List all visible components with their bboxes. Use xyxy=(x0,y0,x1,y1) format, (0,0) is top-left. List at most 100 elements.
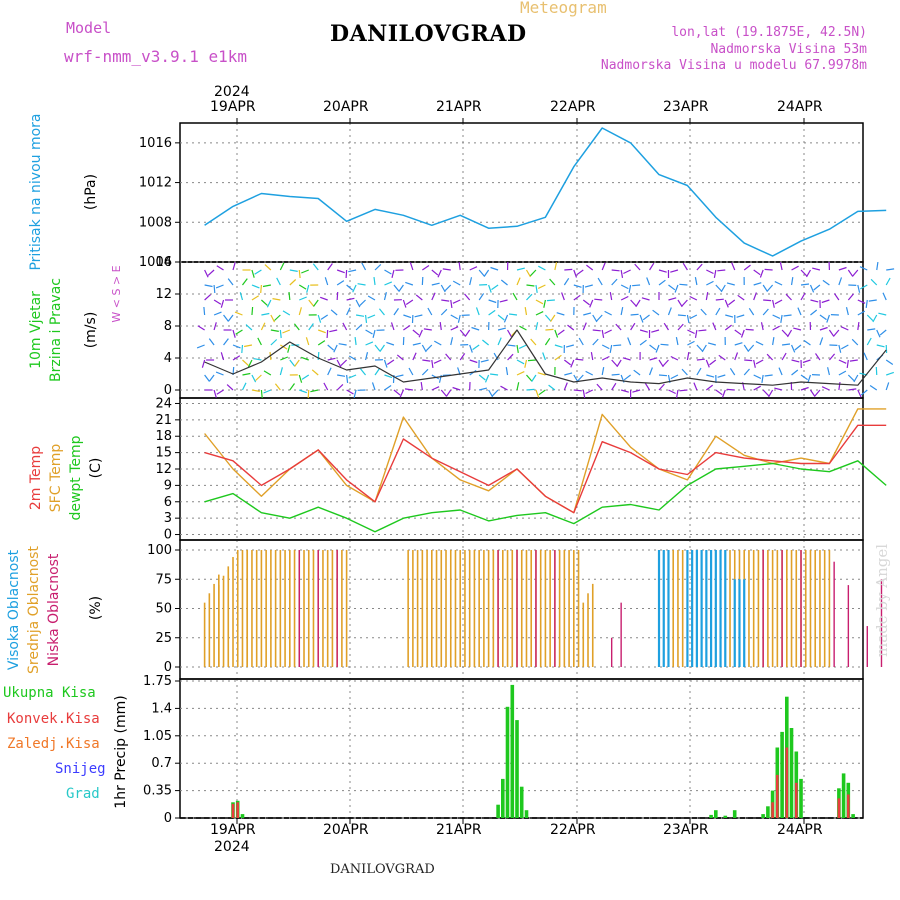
wind-arrow xyxy=(384,374,393,379)
wind-arrow xyxy=(208,338,215,346)
wind-arrow xyxy=(567,324,575,331)
y-tick-label: 9 xyxy=(164,478,172,493)
wind-arrow xyxy=(845,307,849,316)
wind-arrow xyxy=(611,359,618,367)
wind-arrow xyxy=(707,342,716,346)
wind-arrow xyxy=(516,267,525,271)
wind-arrow xyxy=(507,353,514,361)
wind-arrow xyxy=(658,374,668,377)
wind-arrow xyxy=(524,307,528,316)
wind-arrow xyxy=(652,309,660,316)
wind-arrow xyxy=(696,344,703,352)
wind-arrow xyxy=(781,352,787,361)
wind-arrow xyxy=(762,389,770,397)
wind-arrow xyxy=(706,280,714,286)
wind-arrow xyxy=(386,341,395,346)
wind-arrow xyxy=(439,322,442,331)
wind-arrow xyxy=(336,280,345,286)
wind-arrow xyxy=(790,277,794,286)
wind-arrow xyxy=(592,338,599,346)
wind-arrow xyxy=(490,266,499,271)
wind-arrow xyxy=(687,340,695,346)
wind-arrow xyxy=(488,299,497,304)
wind-arrow xyxy=(272,298,281,301)
wind-arrow xyxy=(744,359,753,362)
wind-arrow xyxy=(516,344,519,353)
wind-arrow xyxy=(374,344,381,352)
wind-arrow xyxy=(570,359,575,368)
wind-arrow xyxy=(782,343,791,346)
wind-arrow xyxy=(876,329,881,338)
wind-arrow xyxy=(822,279,830,286)
wind-arrow xyxy=(700,308,707,316)
wind-arrow xyxy=(530,338,537,346)
wind-arrow xyxy=(583,312,592,316)
wind-arrow xyxy=(253,358,262,361)
temp-axis-title: SFC Temp xyxy=(48,444,64,513)
wind-arrow xyxy=(615,323,622,331)
wind-arrow xyxy=(405,299,414,305)
wind-arrow xyxy=(724,299,729,308)
wind-arrow xyxy=(734,352,739,361)
wind-arrow xyxy=(403,314,412,319)
wind-arrow xyxy=(783,314,792,317)
wind-arrow xyxy=(655,344,660,353)
wind-arrow xyxy=(819,337,824,346)
wind-arrow xyxy=(604,310,612,316)
wind-arrow xyxy=(674,284,679,293)
wind-arrow xyxy=(527,359,536,362)
wind-arrow xyxy=(846,359,849,368)
wind-arrow xyxy=(620,284,629,290)
wind-arrow xyxy=(696,263,703,271)
bottom-date-label: 19APR xyxy=(210,822,256,838)
wind-arrow xyxy=(706,269,714,275)
wind-arrow xyxy=(545,328,554,331)
wind-arrow xyxy=(471,326,480,331)
wind-arrow xyxy=(670,355,679,361)
wind-arrow xyxy=(251,295,260,301)
wind-arrow xyxy=(497,337,502,346)
y-tick-label: 25 xyxy=(155,631,172,646)
wind-arrow xyxy=(549,314,556,323)
pressure-line xyxy=(204,127,887,257)
wind-arrow xyxy=(208,374,215,382)
wind-arrow xyxy=(840,326,849,331)
temp-2m-line xyxy=(204,424,887,514)
wind-arrow xyxy=(346,307,351,316)
wind-arrow xyxy=(475,307,480,316)
wind-arrow xyxy=(457,314,461,323)
wind-arrow xyxy=(866,337,872,346)
wind-arrow xyxy=(872,314,878,323)
wind-arrow xyxy=(289,359,296,367)
wind-arrow xyxy=(204,374,210,382)
wind-arrow xyxy=(418,329,423,338)
wind-arrow xyxy=(686,351,690,361)
wind-arrow xyxy=(415,294,423,301)
wind-arrow xyxy=(232,262,236,271)
dewpoint-line xyxy=(204,460,887,533)
wind-arrow xyxy=(274,383,281,391)
total-rain-bar xyxy=(709,814,713,818)
wind-arrow xyxy=(847,269,854,277)
wind-arrow xyxy=(564,372,573,376)
wind-arrow xyxy=(251,306,254,316)
wind-arrow xyxy=(810,309,818,316)
wind-arrow xyxy=(213,322,217,331)
bottom-date-label: 22APR xyxy=(550,822,596,838)
wind-arrow xyxy=(859,266,868,271)
wind-arrow xyxy=(611,269,620,272)
bottom-date-label: 20APR xyxy=(323,822,369,838)
pressure-unit-label: (hPa) xyxy=(83,174,99,210)
wind-arrow xyxy=(458,262,461,271)
wind-arrow xyxy=(371,382,376,391)
wind-arrow xyxy=(262,284,271,288)
wind-arrow xyxy=(384,269,392,275)
wind-arrow xyxy=(544,314,552,322)
wind-arrow xyxy=(379,344,385,352)
wind-arrow xyxy=(223,314,229,322)
wind-arrow xyxy=(693,382,698,391)
y-tick-label: 50 xyxy=(155,602,172,617)
wind-arrow xyxy=(876,262,879,271)
wind-arrow xyxy=(497,327,506,331)
temp-axis-title: 2m Temp xyxy=(28,446,44,510)
